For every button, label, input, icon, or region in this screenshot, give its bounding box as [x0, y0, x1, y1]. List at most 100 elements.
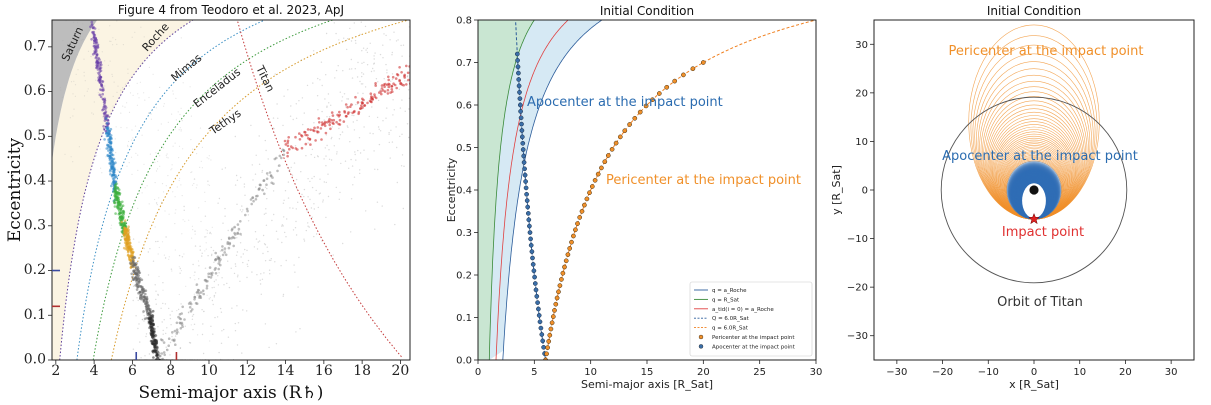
band-point	[93, 39, 96, 43]
band-point	[162, 341, 166, 344]
y-tick-label: 0.3	[456, 228, 472, 239]
scatter-point	[328, 158, 331, 160]
band-point	[109, 154, 112, 157]
scatter-point	[237, 322, 240, 324]
scatter-point	[319, 178, 321, 180]
scatter-point	[379, 130, 382, 132]
scatter-point	[182, 82, 184, 84]
scatter-point	[69, 43, 71, 45]
scatter-point	[154, 161, 156, 163]
band-point	[122, 212, 125, 216]
scatter-point	[178, 145, 181, 147]
scatter-point	[404, 80, 406, 82]
scatter-point	[192, 229, 194, 231]
scatter-point	[299, 328, 301, 330]
scatter-point	[346, 98, 348, 100]
scatter-point	[396, 146, 398, 149]
scatter-point	[141, 63, 143, 65]
band-point	[286, 139, 290, 143]
band-point	[160, 352, 164, 355]
band-point	[349, 105, 352, 108]
scatter-point	[321, 84, 323, 87]
scatter-point	[132, 299, 134, 302]
band-point	[101, 89, 105, 92]
scatter-point	[149, 248, 151, 250]
y-tick-label: 0.7	[24, 38, 46, 54]
scatter-point	[251, 164, 253, 166]
scatter-point	[289, 169, 291, 171]
scatter-point	[265, 212, 267, 214]
band-point	[187, 302, 191, 305]
apocenter-point	[520, 140, 526, 146]
scatter-point	[242, 309, 244, 311]
band-point	[403, 74, 406, 78]
band-point	[163, 353, 166, 357]
scatter-point	[138, 192, 140, 194]
pericenter-point	[700, 60, 706, 65]
scatter-point	[169, 314, 171, 316]
scatter-point	[126, 127, 128, 129]
scatter-point	[217, 284, 220, 286]
scatter-point	[295, 220, 297, 223]
apocenter-point	[540, 338, 546, 344]
scatter-point	[140, 26, 142, 28]
scatter-point	[179, 347, 181, 349]
x-tick-label: 30	[810, 367, 823, 378]
scatter-point	[402, 44, 405, 46]
inner-gap	[1022, 183, 1046, 219]
x-tick-label: −10	[978, 367, 999, 378]
scatter-point	[227, 229, 229, 232]
scatter-point	[179, 347, 182, 349]
scatter-point	[400, 44, 402, 47]
scatter-point	[262, 252, 264, 255]
band-point	[342, 120, 346, 123]
scatter-point	[224, 249, 226, 252]
scatter-point	[191, 171, 193, 173]
scatter-point	[263, 243, 266, 245]
band-point	[130, 272, 133, 276]
scatter-point	[147, 174, 149, 177]
scatter-point	[236, 305, 238, 307]
scatter-point	[373, 70, 375, 72]
scatter-point	[220, 311, 223, 313]
pericenter-points	[543, 60, 706, 360]
pericenter-point	[605, 153, 611, 158]
line-q-roche	[502, 20, 603, 360]
band-point	[127, 225, 130, 228]
scatter-point	[374, 228, 376, 230]
apocenter-point	[525, 204, 531, 210]
scatter-point	[189, 277, 191, 279]
scatter-point	[127, 72, 129, 74]
scatter-point	[336, 151, 338, 153]
scatter-point	[242, 253, 244, 255]
pericenter-point	[589, 184, 595, 189]
scatter-point	[325, 165, 327, 167]
band-point	[214, 266, 217, 270]
band-point	[99, 88, 102, 91]
scatter-point	[148, 112, 150, 114]
band-point	[116, 196, 119, 200]
band-point	[332, 122, 335, 125]
band-point	[221, 245, 224, 248]
scatter-point	[204, 236, 206, 238]
scatter-point	[250, 124, 252, 127]
scatter-point	[122, 44, 124, 46]
scatter-point	[124, 83, 127, 85]
scatter-point	[352, 121, 354, 123]
scatter-point	[148, 353, 151, 355]
band-point	[370, 100, 373, 104]
band-point	[239, 220, 242, 223]
panel-a-y-ticks: 0.0 0.1 0.2 0.3 0.4 0.5 0.6 0.7	[24, 38, 52, 368]
band-point	[204, 278, 207, 282]
scatter-point	[171, 270, 173, 272]
scatter-point	[175, 97, 177, 99]
scatter-point	[234, 322, 236, 325]
scatter-point	[130, 156, 133, 158]
band-point	[136, 269, 140, 272]
scatter-point	[294, 145, 297, 147]
scatter-point	[360, 83, 363, 85]
band-point	[399, 82, 402, 86]
scatter-point	[264, 323, 267, 325]
scatter-point	[86, 90, 88, 92]
scatter-cloud	[59, 20, 410, 360]
